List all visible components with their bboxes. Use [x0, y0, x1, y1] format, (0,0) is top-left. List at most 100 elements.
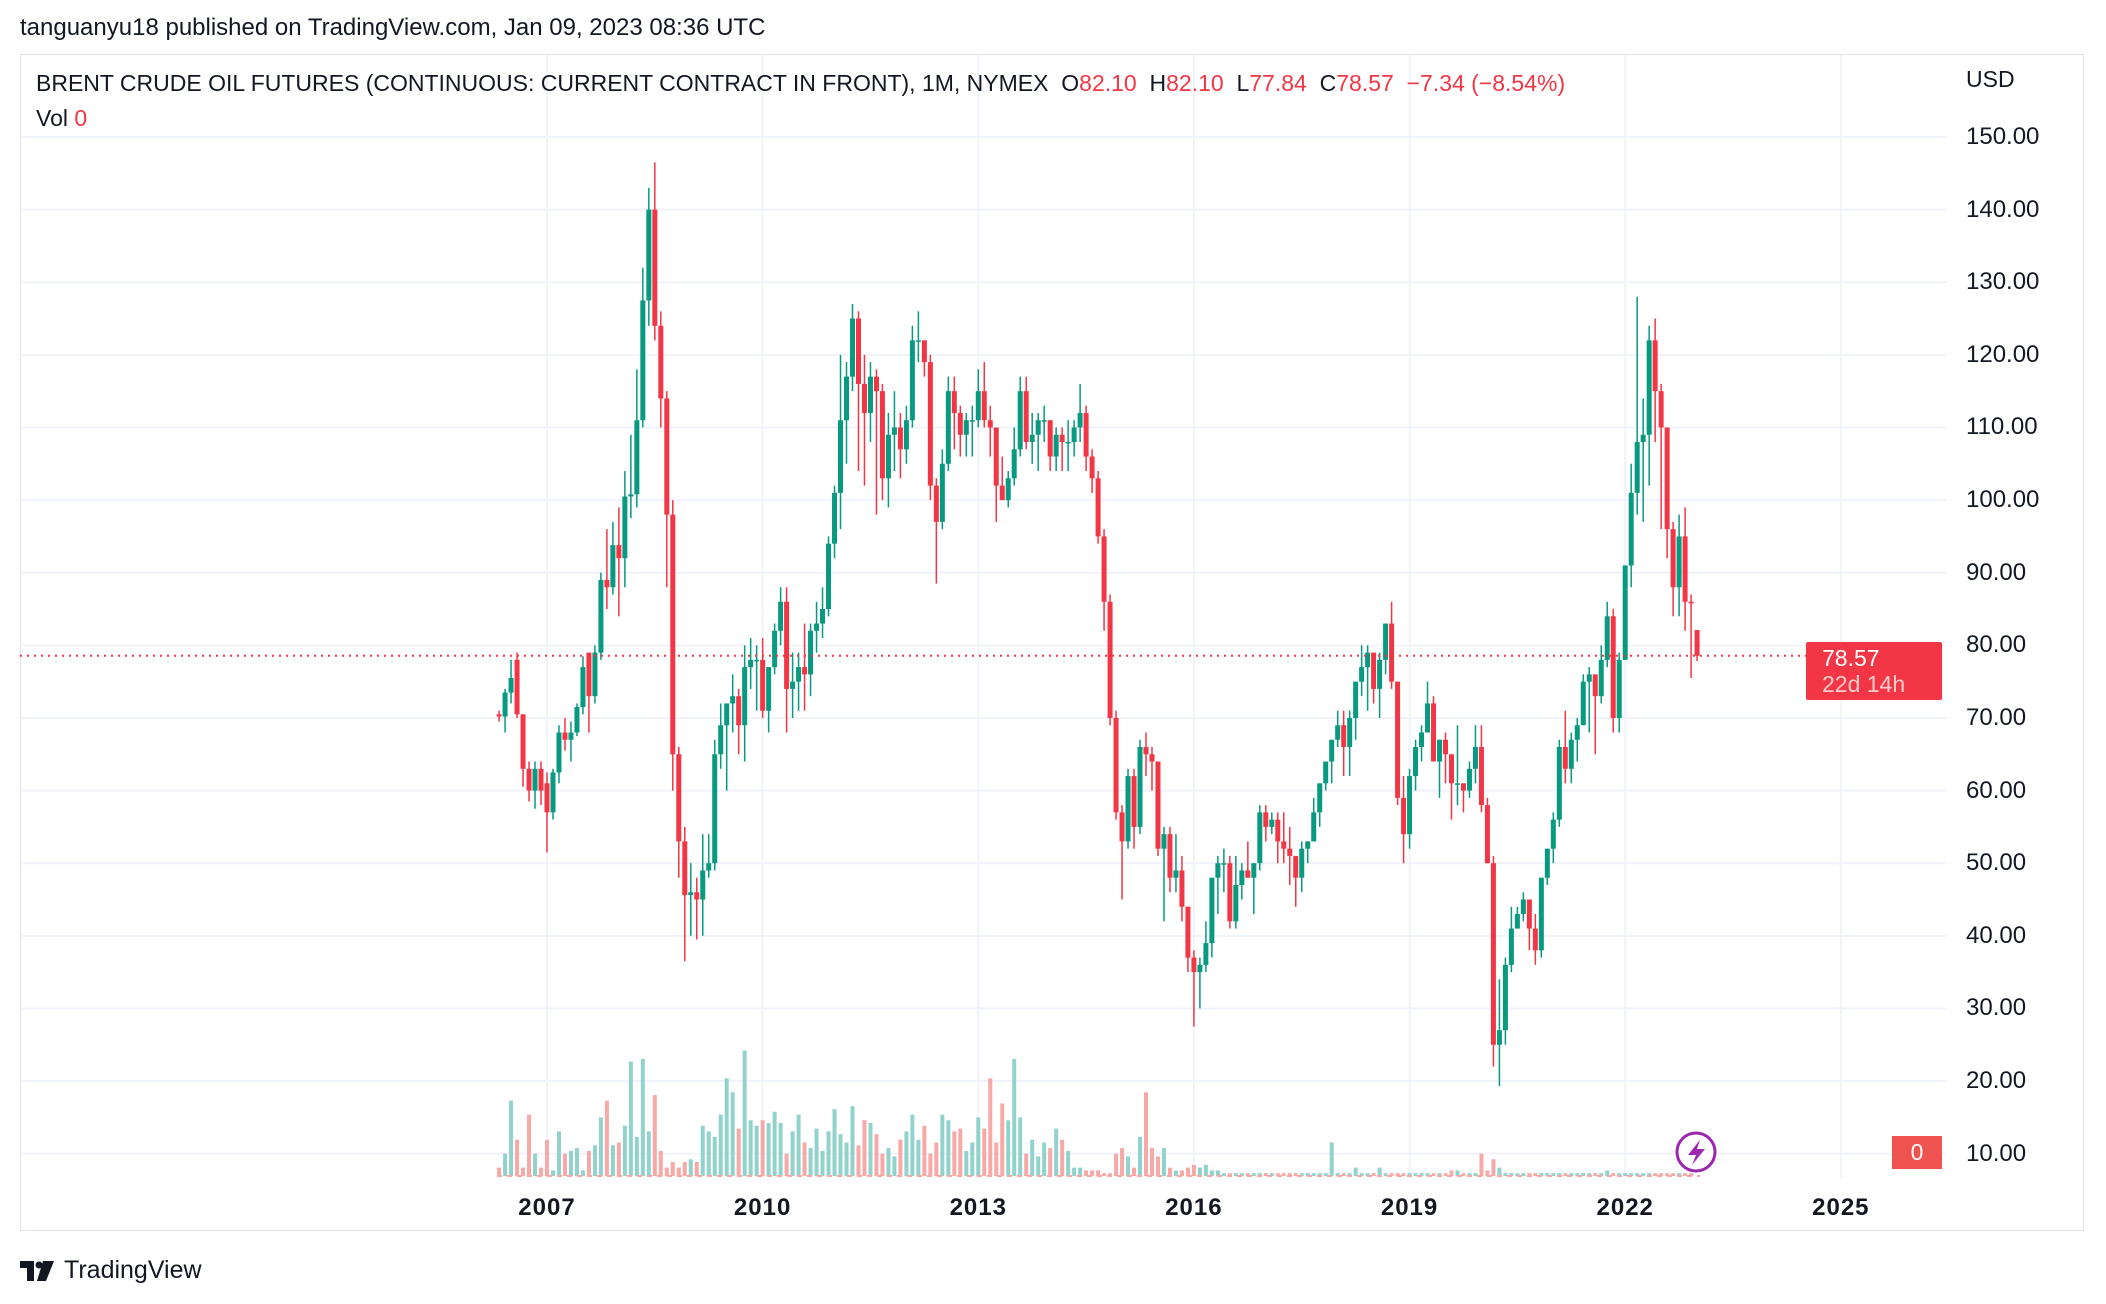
volume-bar — [1317, 1173, 1322, 1176]
candle-body — [1526, 899, 1532, 929]
volume-legend: Vol 0 — [36, 105, 87, 132]
candle-body — [1191, 957, 1197, 973]
volume-bar — [1371, 1173, 1376, 1176]
candle-body — [1335, 725, 1341, 740]
volume-bar — [958, 1128, 963, 1176]
candle-body — [1107, 601, 1113, 718]
candle-body — [820, 609, 826, 624]
candle-body — [538, 768, 544, 791]
time-tick-label: 2019 — [1380, 1194, 1439, 1221]
volume-label: Vol — [36, 105, 68, 131]
volume-bar — [994, 1142, 999, 1176]
candle-body — [1472, 747, 1478, 769]
candle-body — [903, 420, 909, 450]
volume-bars — [497, 1050, 1694, 1176]
volume-bar — [1329, 1142, 1334, 1176]
volume-bar — [652, 1095, 657, 1176]
candle-body — [1251, 863, 1257, 878]
candle-body — [1538, 877, 1544, 951]
volume-bar — [1509, 1173, 1514, 1176]
volume-bar — [988, 1078, 993, 1176]
volume-bar — [1251, 1173, 1256, 1176]
volume-bar — [1209, 1170, 1214, 1176]
candle-body — [1299, 848, 1305, 878]
candle-body — [1329, 739, 1335, 762]
volume-bar — [784, 1153, 789, 1176]
candle-body — [1281, 841, 1287, 849]
candle-body — [796, 667, 802, 682]
candle-body — [688, 892, 694, 896]
currency-label[interactable]: USD — [1966, 66, 2015, 92]
volume-bar — [1671, 1173, 1676, 1176]
candle-body — [664, 398, 670, 515]
candle-body — [981, 391, 987, 421]
volume-bar — [766, 1122, 771, 1176]
volume-bar — [862, 1120, 867, 1176]
volume-bar — [736, 1128, 741, 1176]
volume-bar — [1611, 1173, 1616, 1176]
volume-bar — [688, 1159, 693, 1176]
candle-body — [826, 543, 832, 610]
candle-body — [1532, 928, 1538, 951]
volume-bar — [874, 1134, 879, 1176]
symbol-title[interactable]: BRENT CRUDE OIL FUTURES (CONTINUOUS: CUR… — [36, 70, 1049, 96]
candle-body — [945, 391, 951, 464]
volume-bar — [1419, 1173, 1424, 1176]
price-tick-label: 60.00 — [1966, 776, 2027, 804]
volume-bar — [1108, 1173, 1113, 1176]
candle-body — [1233, 884, 1239, 922]
candle-body — [1448, 754, 1454, 784]
volume-bar — [521, 1167, 526, 1176]
candle-body — [646, 209, 652, 301]
volume-bar — [1365, 1173, 1370, 1176]
volume-bar — [850, 1106, 855, 1176]
publisher-header: tanguanyu18 published on TradingView.com… — [20, 14, 766, 41]
volume-bar — [790, 1131, 795, 1176]
volume-bar — [1401, 1173, 1406, 1176]
candle-body — [532, 768, 538, 791]
volume-bar — [1575, 1173, 1580, 1176]
volume-bar — [1599, 1173, 1604, 1176]
candle-body — [1143, 747, 1149, 755]
candle-body — [921, 340, 927, 363]
volume-bar — [1155, 1156, 1160, 1176]
candle-body — [1095, 478, 1101, 537]
volume-bar — [730, 1092, 735, 1176]
volume-bar — [580, 1170, 585, 1176]
volume-bar — [1269, 1173, 1274, 1176]
candles — [496, 162, 1700, 1087]
candle-body — [963, 420, 969, 435]
candle-body — [1359, 667, 1365, 682]
candle-body — [736, 696, 742, 726]
brand-name: TradingView — [64, 1256, 202, 1284]
candle-body — [1610, 616, 1616, 718]
close-value: 78.57 — [1336, 70, 1394, 96]
lightning-bolt-icon[interactable] — [1675, 1131, 1717, 1173]
candle-body — [993, 427, 999, 486]
volume-bar — [1221, 1173, 1226, 1176]
volume-bar — [1191, 1164, 1196, 1176]
volume-bar — [922, 1125, 927, 1176]
candle-body — [742, 667, 748, 726]
candle-body — [784, 601, 790, 689]
candle-body — [873, 376, 879, 392]
candle-body — [1005, 478, 1011, 501]
volume-bar — [622, 1125, 627, 1176]
tradingview-logo[interactable]: TradingView — [20, 1256, 202, 1285]
volume-bar — [1551, 1173, 1556, 1176]
price-tick-label: 100.00 — [1966, 486, 2040, 514]
candle-body — [1185, 906, 1191, 958]
candle-body — [586, 652, 592, 697]
volume-bar — [898, 1139, 903, 1176]
candle-body — [969, 420, 975, 422]
candle-body — [1263, 812, 1269, 827]
candle-body — [861, 383, 867, 413]
candle-body — [1694, 630, 1700, 656]
volume-bar — [1563, 1173, 1568, 1176]
volume-bar — [934, 1142, 939, 1176]
volume-bar — [820, 1150, 825, 1176]
volume-bar — [1437, 1173, 1442, 1176]
candle-body — [1562, 747, 1568, 769]
candle-body — [1592, 674, 1598, 697]
